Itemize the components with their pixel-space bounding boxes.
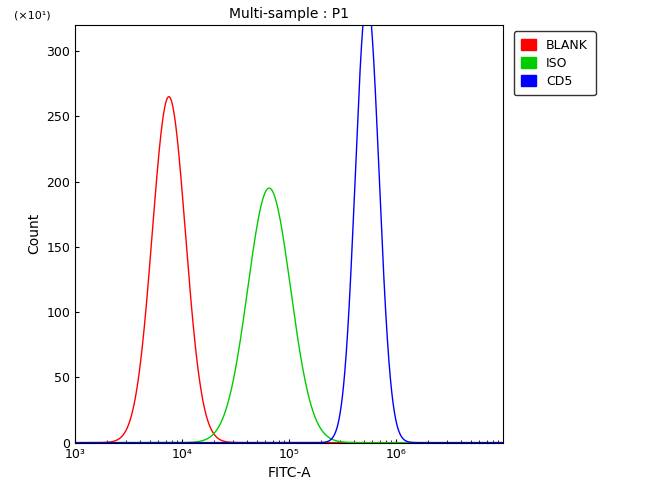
Y-axis label: Count: Count [27,213,41,254]
BLANK [389,440,397,446]
CD5 [324,438,332,444]
CD5 [412,440,419,446]
CD5 [389,395,397,401]
X-axis label: FITC-A: FITC-A [268,466,311,480]
CD5 [343,338,351,344]
CD5 [93,440,101,446]
Text: (×10¹): (×10¹) [14,11,51,21]
BLANK [499,440,507,446]
BLANK [343,440,351,446]
Line: CD5: CD5 [75,0,503,443]
BLANK [93,440,101,446]
ISO [265,185,273,191]
ISO [343,439,351,445]
BLANK [165,94,173,100]
BLANK [72,440,79,446]
Line: BLANK: BLANK [75,97,503,443]
ISO [389,440,397,446]
CD5 [226,440,234,446]
BLANK [226,439,234,445]
CD5 [499,440,507,446]
CD5 [72,440,79,446]
ISO [412,440,419,446]
ISO [72,440,79,446]
ISO [93,440,101,446]
ISO [324,434,332,440]
Title: Multi-sample : P1: Multi-sample : P1 [229,7,349,21]
BLANK [324,440,332,446]
BLANK [412,440,419,446]
Legend: BLANK, ISO, CD5: BLANK, ISO, CD5 [513,31,595,95]
ISO [499,440,507,446]
ISO [226,392,234,397]
Line: ISO: ISO [75,188,503,443]
